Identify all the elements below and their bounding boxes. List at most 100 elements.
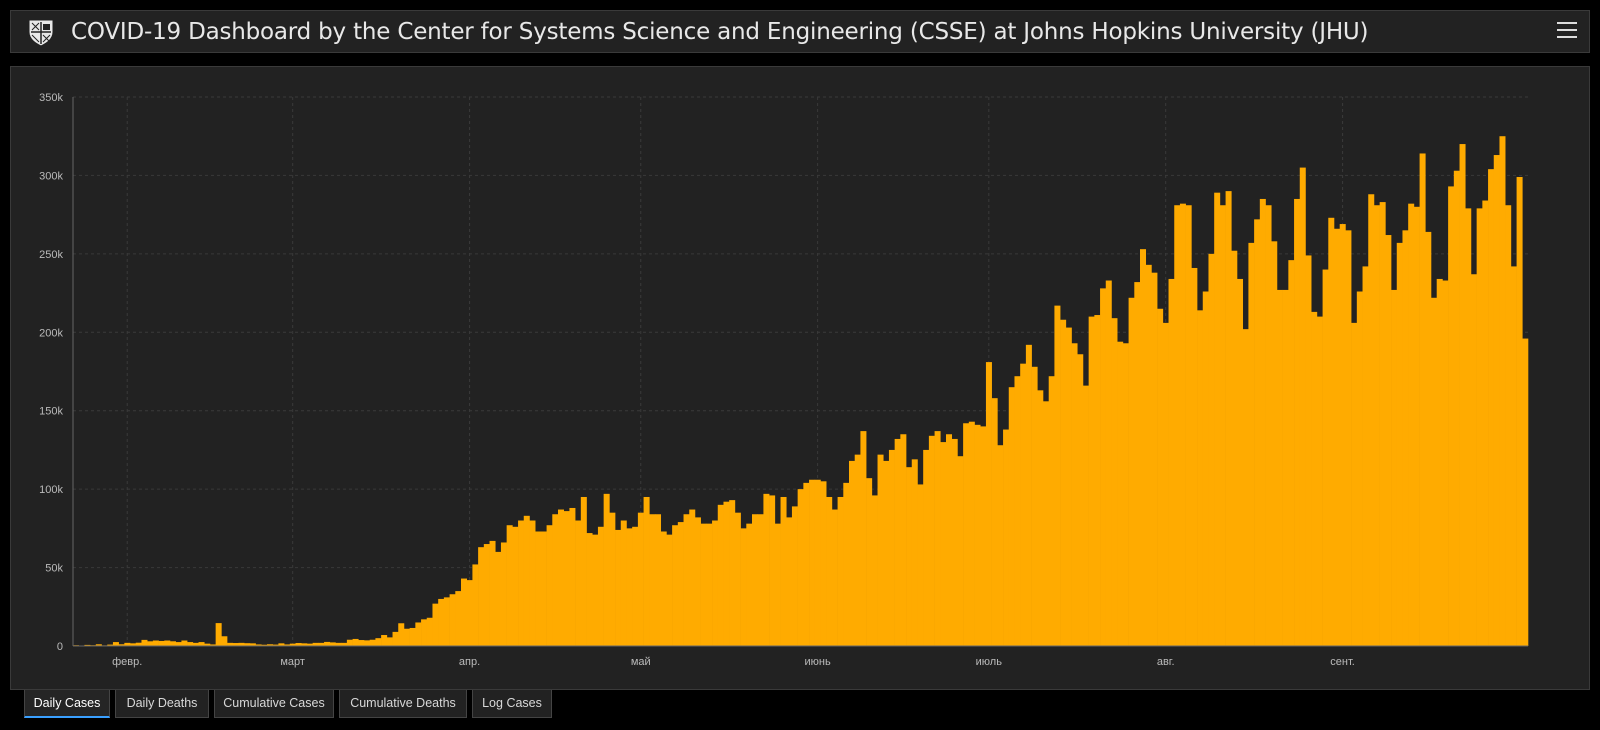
- bar: [95, 644, 102, 646]
- tab-daily-cases[interactable]: Daily Cases: [24, 690, 110, 718]
- bar: [312, 642, 319, 646]
- bar: [769, 495, 776, 646]
- bar: [1088, 316, 1095, 646]
- bar: [980, 426, 987, 646]
- bar: [626, 528, 633, 646]
- bar: [1151, 272, 1158, 646]
- bar: [1077, 354, 1084, 646]
- bar: [1396, 242, 1403, 646]
- bar: [1465, 208, 1472, 646]
- y-tick-label: 100k: [39, 484, 63, 496]
- bar: [569, 507, 576, 646]
- bar: [1031, 366, 1038, 646]
- bar: [1185, 205, 1192, 647]
- bar: [443, 597, 450, 646]
- bar: [1037, 390, 1044, 646]
- bar: [1105, 280, 1112, 646]
- bar: [1145, 264, 1152, 646]
- bar: [1488, 169, 1495, 646]
- bar: [1453, 170, 1460, 646]
- bar: [289, 643, 296, 646]
- bar: [301, 643, 308, 646]
- bar: [888, 449, 895, 646]
- bar: [723, 501, 730, 646]
- bar: [1219, 205, 1226, 647]
- tab-cumulative-deaths[interactable]: Cumulative Deaths: [339, 690, 467, 718]
- bar: [1082, 385, 1089, 646]
- x-tick-label: июнь: [805, 656, 831, 668]
- app-header: COVID-19 Dashboard by the Center for Sys…: [10, 10, 1590, 53]
- bar: [84, 644, 91, 646]
- bar: [871, 495, 878, 646]
- bar: [369, 639, 376, 646]
- bar: [529, 520, 536, 646]
- x-tick-label: сент.: [1330, 656, 1355, 668]
- bar: [386, 637, 393, 646]
- bar: [1094, 315, 1101, 646]
- y-tick-label: 200k: [39, 327, 63, 339]
- bar: [1448, 186, 1455, 646]
- bar: [130, 643, 137, 646]
- bar: [672, 525, 679, 646]
- bar: [974, 424, 981, 646]
- bar: [535, 531, 542, 646]
- bar: [364, 640, 371, 646]
- bar: [655, 514, 662, 646]
- bar: [164, 640, 171, 646]
- bar: [238, 642, 245, 646]
- x-tick-label: май: [631, 656, 651, 668]
- bar: [403, 628, 410, 646]
- bar: [946, 434, 953, 646]
- bar: [255, 644, 262, 646]
- bar: [597, 526, 604, 646]
- bar: [147, 641, 154, 646]
- bar: [843, 482, 850, 646]
- bar: [1316, 316, 1323, 646]
- bar: [1197, 310, 1204, 646]
- bar: [466, 580, 473, 646]
- bar: [717, 504, 724, 646]
- bar: [284, 644, 291, 646]
- bar: [1134, 282, 1141, 646]
- tab-cumulative-cases[interactable]: Cumulative Cases: [214, 690, 334, 718]
- bar: [968, 421, 975, 646]
- jhu-shield-logo: [28, 19, 54, 47]
- bar: [1174, 205, 1181, 647]
- bar: [135, 642, 142, 646]
- x-tick-label: авг.: [1157, 656, 1175, 668]
- bar: [586, 533, 593, 646]
- hamburger-menu-icon[interactable]: [1557, 22, 1577, 40]
- bar: [1054, 305, 1061, 646]
- tab-log-cases[interactable]: Log Cases: [472, 690, 552, 718]
- bar: [170, 641, 177, 646]
- bar: [1482, 200, 1489, 646]
- tab-daily-deaths[interactable]: Daily Deaths: [115, 690, 209, 718]
- bar: [1431, 297, 1438, 646]
- bar: [677, 522, 684, 646]
- bar: [1265, 205, 1272, 647]
- bar: [483, 544, 490, 646]
- bar: [295, 643, 302, 646]
- bar: [546, 525, 553, 646]
- bar: [523, 515, 530, 646]
- bar: [118, 644, 125, 646]
- bar: [1459, 144, 1466, 646]
- bar: [232, 643, 239, 646]
- bar: [1048, 376, 1055, 646]
- bar: [1043, 401, 1050, 646]
- bar: [814, 479, 821, 646]
- bar: [831, 509, 838, 646]
- bar: [563, 511, 570, 646]
- bar: [1516, 177, 1523, 646]
- bar: [489, 540, 496, 646]
- x-tick-label: февр.: [112, 656, 142, 668]
- bar: [780, 496, 787, 646]
- bar: [1311, 311, 1318, 646]
- bar: [352, 638, 359, 646]
- bar: [1425, 231, 1432, 646]
- bar: [506, 525, 513, 646]
- bar: [375, 638, 382, 646]
- bar: [700, 523, 707, 646]
- bar: [141, 639, 148, 646]
- bar: [615, 529, 622, 646]
